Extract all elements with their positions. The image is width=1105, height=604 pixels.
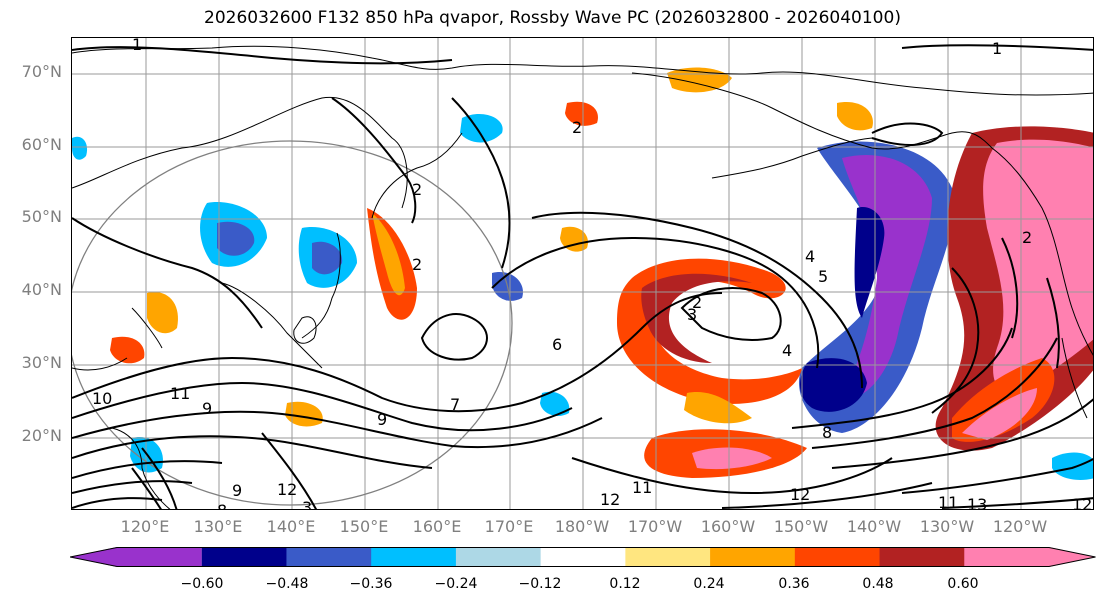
lat-label-50n: 50°N [21,207,62,226]
contour-label: 12 [600,490,620,509]
colorbar-cell [455,547,542,567]
colorbar [70,547,1096,567]
lon-label: 140°E [266,517,316,536]
colorbar-tick-label: −0.60 [180,576,224,592]
qvapor-contours [72,44,1093,509]
colorbar-extension-high [964,547,1096,567]
lat-label-60n: 60°N [21,135,62,154]
contour-label: 2 [412,255,422,274]
contour-label: 3 [302,498,312,510]
contour-label: 9 [377,410,387,429]
colorbar-cell [201,547,287,567]
lat-label-40n: 40°N [21,280,62,299]
lon-label: 120°W [992,517,1048,536]
lon-label: 130°E [193,517,243,536]
lon-label: 130°W [919,517,975,536]
contour-label: 1 [132,38,142,54]
colorbar-tick-label: −0.36 [349,576,393,592]
contour-label: 2 [572,118,582,137]
contour-label: 8 [822,423,832,442]
contour-label: 12 [277,480,297,499]
colorbar-tick-label: −0.48 [265,576,309,592]
contour-label: 8 [217,501,227,510]
contour-label: 9 [232,481,242,500]
colorbar-cell [625,547,711,567]
colorbar-cell [371,547,457,567]
contour-label: 11 [170,384,190,403]
contour-label: 12 [1072,495,1092,510]
lat-label-70n: 70°N [21,62,62,81]
colorbar-tick-label: 0.12 [609,576,641,592]
colorbar-tick-label: 0.36 [778,576,810,592]
colorbar-tick-label: −0.24 [434,576,478,592]
figure-title: 2026032600 F132 850 hPa qvapor, Rossby W… [204,8,901,28]
map-canvas: 1 1 2 2 2 2 2 3 3 4 4 5 6 7 8 8 9 9 9 10… [72,38,1093,510]
lon-label: 150°E [339,517,389,536]
contour-label: 7 [450,395,460,414]
contour-label: 12 [790,485,810,504]
contour-label: 6 [552,335,562,354]
colorbar-tick-label: −0.12 [518,576,562,592]
colorbar-cell [540,547,626,567]
contour-label: 2 [412,180,422,199]
contour-labels: 1 1 2 2 2 2 2 3 3 4 4 5 6 7 8 8 9 9 9 10… [92,38,1092,510]
contour-label: 10 [92,389,112,408]
contour-label: 2 [1022,228,1032,247]
contour-label: 2 [692,293,702,312]
contour-label: 4 [805,247,815,266]
colorbar-tick-label: 0.24 [693,576,725,592]
contour-label: 9 [202,399,212,418]
contour-label: 13 [967,495,987,510]
lon-label: 120°E [120,517,170,536]
lat-label-30n: 30°N [21,353,62,372]
colorbar-cell [879,547,965,567]
lon-label: 170°W [627,517,683,536]
colorbar-cell [794,547,881,567]
colorbar-cell [710,547,796,567]
coastlines [72,45,1093,509]
colorbar-tick-label: 0.48 [862,576,894,592]
graticule [72,38,1093,509]
map-panel: 1 1 2 2 2 2 2 3 3 4 4 5 6 7 8 8 9 9 9 10… [71,37,1094,510]
lon-label: 180°W [554,517,610,536]
lon-label: 160°E [412,517,462,536]
lon-label: 170°E [484,517,534,536]
colorbar-tick-label: 0.60 [947,576,979,592]
contour-label: 1 [992,39,1002,58]
contour-label: 11 [938,493,958,510]
lon-label: 140°W [846,517,902,536]
contour-label: 5 [818,267,828,286]
range-ring [72,140,513,506]
lat-label-20n: 20°N [21,426,62,445]
contour-label: 4 [782,341,792,360]
lon-label: 150°W [773,517,829,536]
lon-label: 160°W [700,517,756,536]
colorbar-extension-low [70,547,202,567]
colorbar-cell [286,547,372,567]
contour-label: 3 [687,305,697,324]
contour-label: 11 [632,478,652,497]
